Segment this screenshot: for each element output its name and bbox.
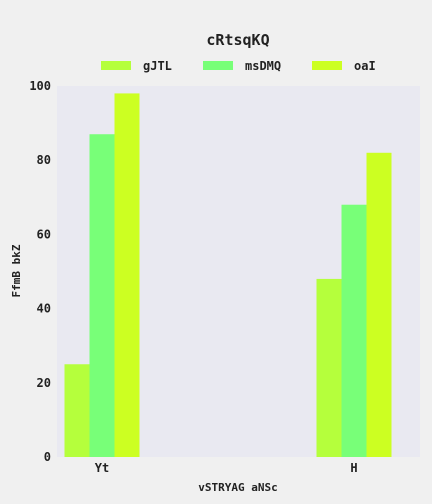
y-tick-label: 20 (37, 376, 51, 390)
bar-gJTL-H (316, 278, 342, 457)
bar-msDMQ-Yt (89, 134, 115, 458)
legend-swatch-oaI (312, 61, 342, 70)
y-tick-label: 100 (29, 79, 51, 93)
bars (64, 93, 392, 458)
chart-title: cRtsqKQ (206, 31, 269, 49)
bar-msDMQ-H (341, 204, 367, 457)
legend-label-msDMQ: msDMQ (245, 59, 281, 73)
x-axis-label: vSTRYAG aNSc (198, 481, 277, 494)
y-tick-label: 80 (37, 153, 51, 167)
y-tick-label: 40 (37, 302, 51, 316)
legend-swatch-msDMQ (203, 61, 233, 70)
legend-label-oaI: oaI (354, 59, 376, 73)
y-axis-ticks: 0 20 40 60 80 100 (29, 79, 51, 464)
legend: gJTL msDMQ oaI (101, 59, 376, 73)
bar-oaI-Yt (114, 93, 140, 458)
x-tick-label: Yt (95, 461, 109, 475)
legend-label-gJTL: gJTL (143, 59, 172, 73)
x-axis-ticks: Yt H (95, 461, 358, 475)
y-tick-label: 0 (44, 450, 51, 464)
y-axis-label: FfmB bkZ (10, 244, 23, 297)
x-tick-label: H (350, 461, 357, 475)
y-tick-label: 60 (37, 227, 51, 241)
bar-oaI-H (366, 152, 392, 457)
legend-swatch-gJTL (101, 61, 131, 70)
bar-gJTL-Yt (64, 364, 90, 457)
